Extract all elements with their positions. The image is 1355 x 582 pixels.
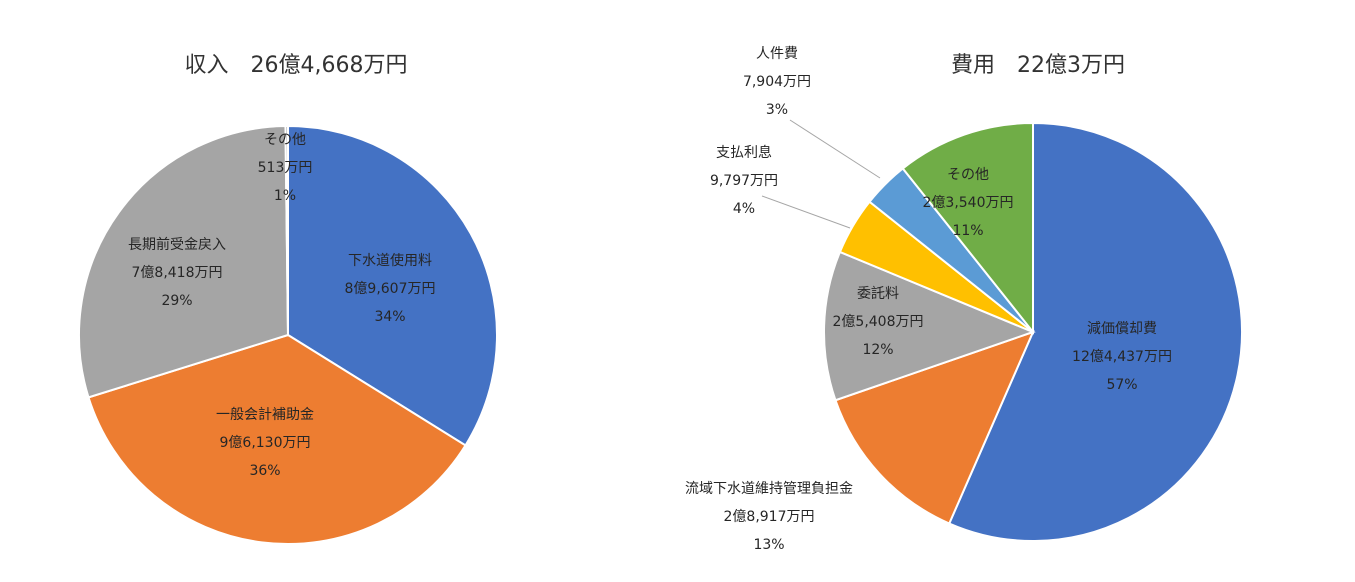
label-amount: 8億9,607万円 (345, 281, 436, 297)
label-amount: 9,797万円 (710, 173, 778, 189)
label-amount: 513万円 (258, 160, 313, 176)
label-amount: 7,904万円 (743, 74, 811, 90)
income-pie-slices (78, 124, 498, 545)
expense-slice-basin-sewer-charge (834, 330, 1035, 525)
expense-pie-chart: 費用 22億3万円 減価償却費 12億4,437万円 57% 流域下水道維持管理… (685, 46, 1243, 553)
expense-slice-other (901, 121, 1034, 335)
income-slice-sewer-fee (287, 124, 498, 447)
expense-slice-label-interest: 支払利息 9,797万円 4% (710, 144, 778, 217)
income-slice-label-general-subsidy: 一般会計補助金 9億6,130万円 36% (216, 407, 314, 479)
expense-slice-depreciation (947, 121, 1243, 542)
label-name: 一般会計補助金 (216, 407, 314, 423)
label-name: 減価償却費 (1087, 320, 1157, 337)
label-amount: 9億6,130万円 (220, 435, 311, 451)
leader-line-interest (761, 195, 851, 229)
label-amount: 2億8,917万円 (724, 509, 815, 525)
expense-pie-slices (823, 121, 1243, 542)
income-pie-chart: 収入 26億4,668万円 下水道使用料 8億9,607万円 34% 一般会計補… (78, 53, 498, 545)
income-slice-label-other: その他 513万円 1% (258, 132, 313, 204)
label-name: 支払利息 (716, 144, 772, 161)
label-name: 下水道使用料 (348, 252, 432, 269)
label-amount: 2億3,540万円 (923, 195, 1014, 211)
label-percent: 3% (766, 102, 788, 118)
label-percent: 13% (753, 537, 784, 553)
label-name: 長期前受金戻入 (128, 236, 226, 253)
label-percent: 36% (249, 463, 280, 479)
label-name: 委託料 (857, 286, 899, 302)
label-name: 流域下水道維持管理負担金 (685, 481, 853, 497)
label-amount: 2億5,408万円 (833, 314, 924, 330)
expense-chart-title: 費用 22億3万円 (951, 53, 1125, 78)
expense-slice-label-consignment: 委託料 2億5,408万円 12% (833, 286, 924, 358)
label-amount: 12億4,437万円 (1072, 349, 1172, 365)
label-percent: 29% (161, 293, 192, 309)
income-slice-other (284, 124, 289, 336)
expense-slice-label-basin-sewer-charge: 流域下水道維持管理負担金 2億8,917万円 13% (685, 481, 853, 553)
income-slice-label-sewer-fee: 下水道使用料 8億9,607万円 34% (345, 252, 436, 325)
label-name: その他 (947, 167, 989, 183)
expense-slice-label-personnel: 人件費 7,904万円 3% (743, 46, 811, 118)
label-percent: 57% (1106, 377, 1137, 393)
income-slice-long-term-revenue (78, 125, 290, 399)
leader-line-personnel (789, 119, 881, 179)
income-slice-label-long-term-revenue: 長期前受金戻入 7億8,418万円 29% (128, 236, 226, 309)
label-percent: 4% (733, 201, 755, 217)
label-name: 人件費 (756, 46, 798, 62)
label-name: その他 (264, 132, 306, 148)
label-percent: 12% (862, 342, 893, 358)
income-slice-general-subsidy (87, 333, 467, 545)
income-chart-title: 収入 26億4,668万円 (185, 53, 408, 78)
label-percent: 11% (952, 223, 983, 239)
label-amount: 7億8,418万円 (132, 265, 223, 281)
expense-slice-label-other: その他 2億3,540万円 11% (923, 167, 1014, 239)
label-percent: 34% (374, 309, 405, 325)
label-percent: 1% (274, 188, 296, 204)
expense-slice-consignment (823, 250, 1036, 402)
expense-slice-label-depreciation: 減価償却費 12億4,437万円 57% (1072, 320, 1172, 393)
